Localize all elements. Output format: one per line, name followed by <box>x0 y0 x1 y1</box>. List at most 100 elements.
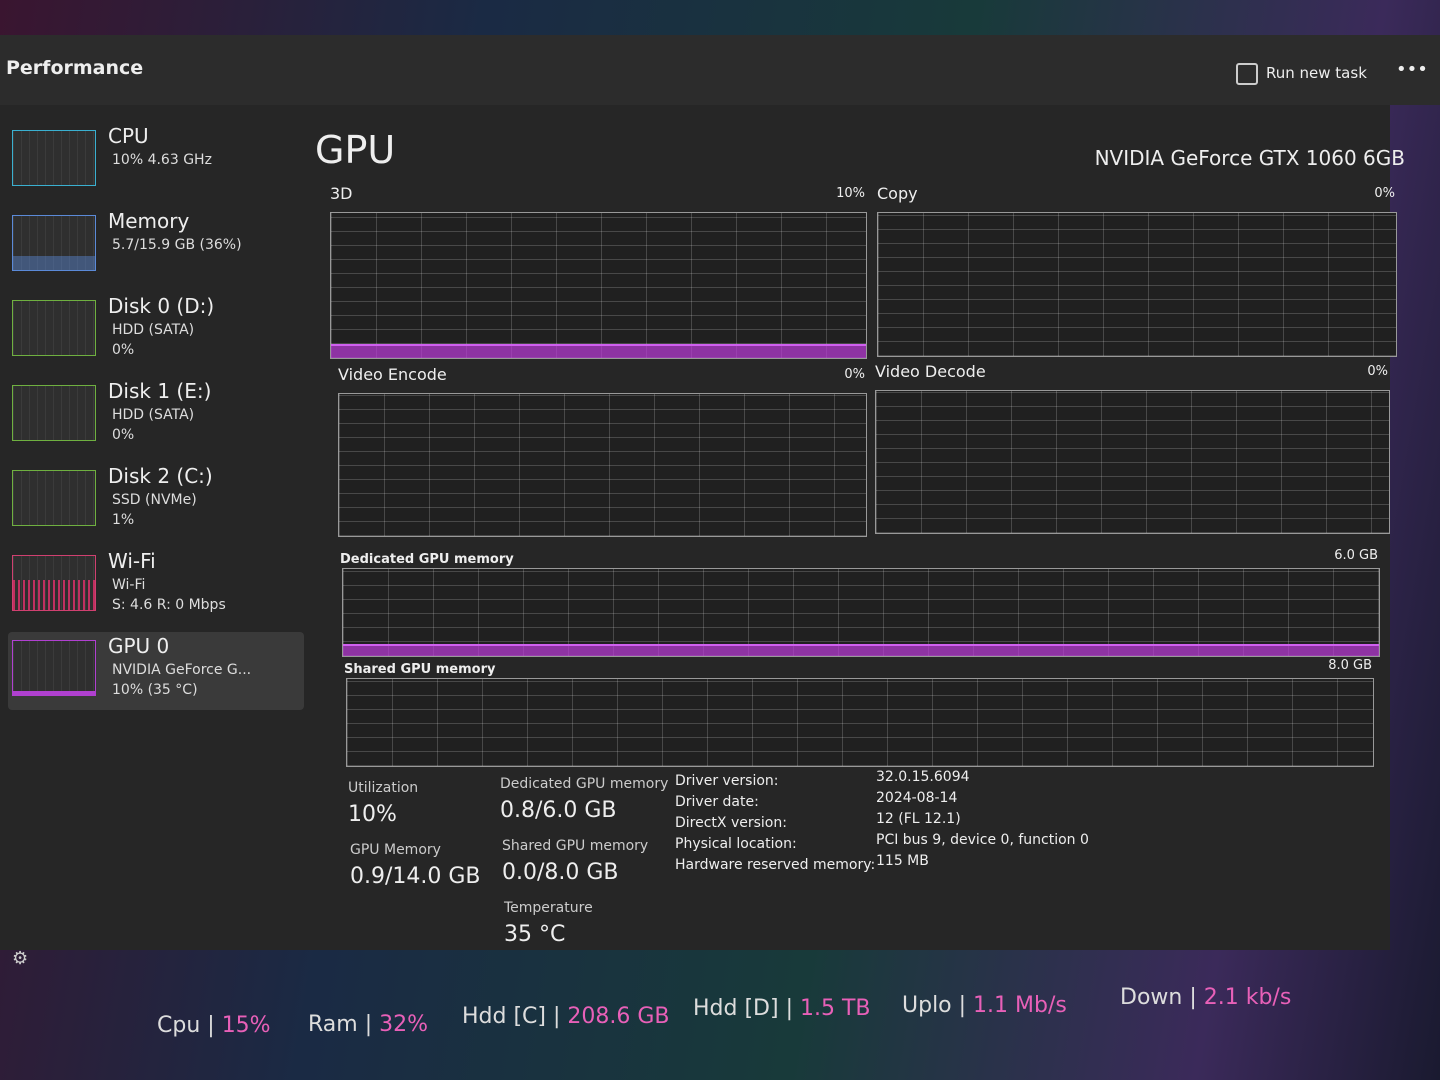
sidebar-name: GPU 0 <box>108 634 170 658</box>
graph-max-label: 6.0 GB <box>1334 548 1378 563</box>
sidebar-detail: 0% <box>112 427 135 443</box>
graph-label: Shared GPU memory <box>344 662 496 677</box>
status-label: Cpu | <box>157 1013 215 1038</box>
graph-max-label: 0% <box>844 367 865 382</box>
status-value: 1.5 TB <box>799 996 871 1021</box>
detail-value: 12 (FL 12.1) <box>876 811 961 827</box>
sidebar-item[interactable]: Disk 2 (C:) SSD (NVMe) 1% <box>8 462 304 540</box>
settings-button[interactable]: ⚙ <box>12 948 29 969</box>
sidebar-item[interactable]: CPU 10% 4.63 GHz <box>8 122 304 200</box>
thumbnail <box>12 470 96 526</box>
thumbnail <box>12 215 96 271</box>
sidebar-name: Wi-Fi <box>108 549 156 573</box>
detail-key: DirectX version: <box>675 815 787 831</box>
usage-area <box>331 344 866 358</box>
sidebar-detail: 10% (35 °C) <box>112 682 198 698</box>
detail-key: Driver version: <box>675 773 779 789</box>
sidebar-detail: HDD (SATA) <box>112 322 195 338</box>
sidebar-name: CPU <box>108 124 149 148</box>
graph-max-label: 0% <box>1367 364 1388 379</box>
run-task-button[interactable]: Run new task <box>1266 64 1367 82</box>
detail-key: Hardware reserved memory: <box>675 857 876 873</box>
detail-key: Driver date: <box>675 794 759 810</box>
status-item: Hdd [D] | 1.5 TB <box>693 996 871 1021</box>
graph-label: Video Decode <box>875 362 986 381</box>
header-bar: Performance Run new task ••• <box>0 35 1440 105</box>
graph <box>338 393 867 537</box>
status-value: 2.1 kb/s <box>1203 985 1292 1010</box>
status-label: Down | <box>1120 985 1197 1010</box>
gpu-name: NVIDIA GeForce GTX 1060 6GB <box>1094 146 1405 170</box>
page-title: Performance <box>6 57 144 79</box>
graph-max-label: 8.0 GB <box>1328 658 1372 673</box>
sidebar-detail: 0% <box>112 342 135 358</box>
stat-label: Utilization <box>348 780 419 796</box>
main-title: GPU <box>315 128 396 172</box>
sidebar-detail: Wi-Fi <box>112 577 146 593</box>
detail-key: Physical location: <box>675 836 797 852</box>
status-value: 32% <box>379 1012 429 1037</box>
status-item: Down | 2.1 kb/s <box>1120 985 1291 1010</box>
thumbnail <box>12 640 96 696</box>
stat-value: 0.8/6.0 GB <box>500 798 617 823</box>
graph <box>330 212 867 359</box>
status-item: Hdd [C] | 208.6 GB <box>462 1004 670 1029</box>
usage-area <box>343 644 1379 656</box>
graph-label: 3D <box>330 184 353 203</box>
detail-value: 32.0.15.6094 <box>876 769 970 785</box>
graph-max-label: 10% <box>836 186 865 201</box>
sidebar-detail: 10% 4.63 GHz <box>112 152 212 168</box>
sidebar-detail: 1% <box>112 512 135 528</box>
thumbnail-fill <box>13 580 95 610</box>
thumbnail-fill <box>13 256 95 270</box>
sidebar-detail: NVIDIA GeForce G... <box>112 662 252 678</box>
thumbnail <box>12 555 96 611</box>
graph-label: Copy <box>877 184 918 203</box>
status-label: Hdd [D] | <box>693 996 793 1021</box>
status-item: Uplo | 1.1 Mb/s <box>902 993 1067 1018</box>
stat-value: 0.0/8.0 GB <box>502 860 619 885</box>
detail-value: 2024-08-14 <box>876 790 958 806</box>
more-button[interactable]: ••• <box>1396 59 1428 80</box>
status-value: 208.6 GB <box>567 1004 670 1029</box>
stat-value: 10% <box>348 802 397 827</box>
sidebar-name: Memory <box>108 209 190 233</box>
sidebar-item[interactable]: Wi-Fi Wi-Fi S: 4.6 R: 0 Mbps <box>8 547 304 625</box>
stat-value: 0.9/14.0 GB <box>350 864 481 889</box>
status-label: Ram | <box>308 1012 373 1037</box>
status-item: Ram | 32% <box>308 1012 428 1037</box>
detail-value: PCI bus 9, device 0, function 0 <box>876 832 1089 848</box>
sidebar-item[interactable]: GPU 0 NVIDIA GeForce G... 10% (35 °C) <box>8 632 304 710</box>
status-value: 15% <box>221 1013 271 1038</box>
sidebar-detail: 5.7/15.9 GB (36%) <box>112 237 242 253</box>
status-label: Uplo | <box>902 993 967 1018</box>
thumbnail <box>12 130 96 186</box>
stat-label: Dedicated GPU memory <box>500 776 669 792</box>
status-label: Hdd [C] | <box>462 1004 561 1029</box>
thumbnail <box>12 385 96 441</box>
graph <box>877 212 1397 357</box>
thumbnail-fill <box>13 691 95 695</box>
graph-max-label: 0% <box>1374 186 1395 201</box>
thumbnail <box>12 300 96 356</box>
graph <box>875 390 1390 534</box>
stat-label: Temperature <box>504 900 593 916</box>
run-task-icon <box>1236 63 1258 85</box>
stat-label: GPU Memory <box>350 842 441 858</box>
stat-label: Shared GPU memory <box>502 838 649 854</box>
sidebar-item[interactable]: Disk 0 (D:) HDD (SATA) 0% <box>8 292 304 370</box>
sidebar-item[interactable]: Memory 5.7/15.9 GB (36%) <box>8 207 304 285</box>
sidebar-item[interactable]: Disk 1 (E:) HDD (SATA) 0% <box>8 377 304 455</box>
sidebar-name: Disk 1 (E:) <box>108 379 212 403</box>
sidebar-detail: HDD (SATA) <box>112 407 195 423</box>
graph-label: Dedicated GPU memory <box>340 552 514 567</box>
sidebar-detail: S: 4.6 R: 0 Mbps <box>112 597 226 613</box>
sidebar-name: Disk 0 (D:) <box>108 294 215 318</box>
sidebar-name: Disk 2 (C:) <box>108 464 213 488</box>
graph <box>342 568 1380 657</box>
status-value: 1.1 Mb/s <box>973 993 1067 1018</box>
sidebar-detail: SSD (NVMe) <box>112 492 197 508</box>
graph <box>346 678 1374 767</box>
detail-value: 115 MB <box>876 853 929 869</box>
